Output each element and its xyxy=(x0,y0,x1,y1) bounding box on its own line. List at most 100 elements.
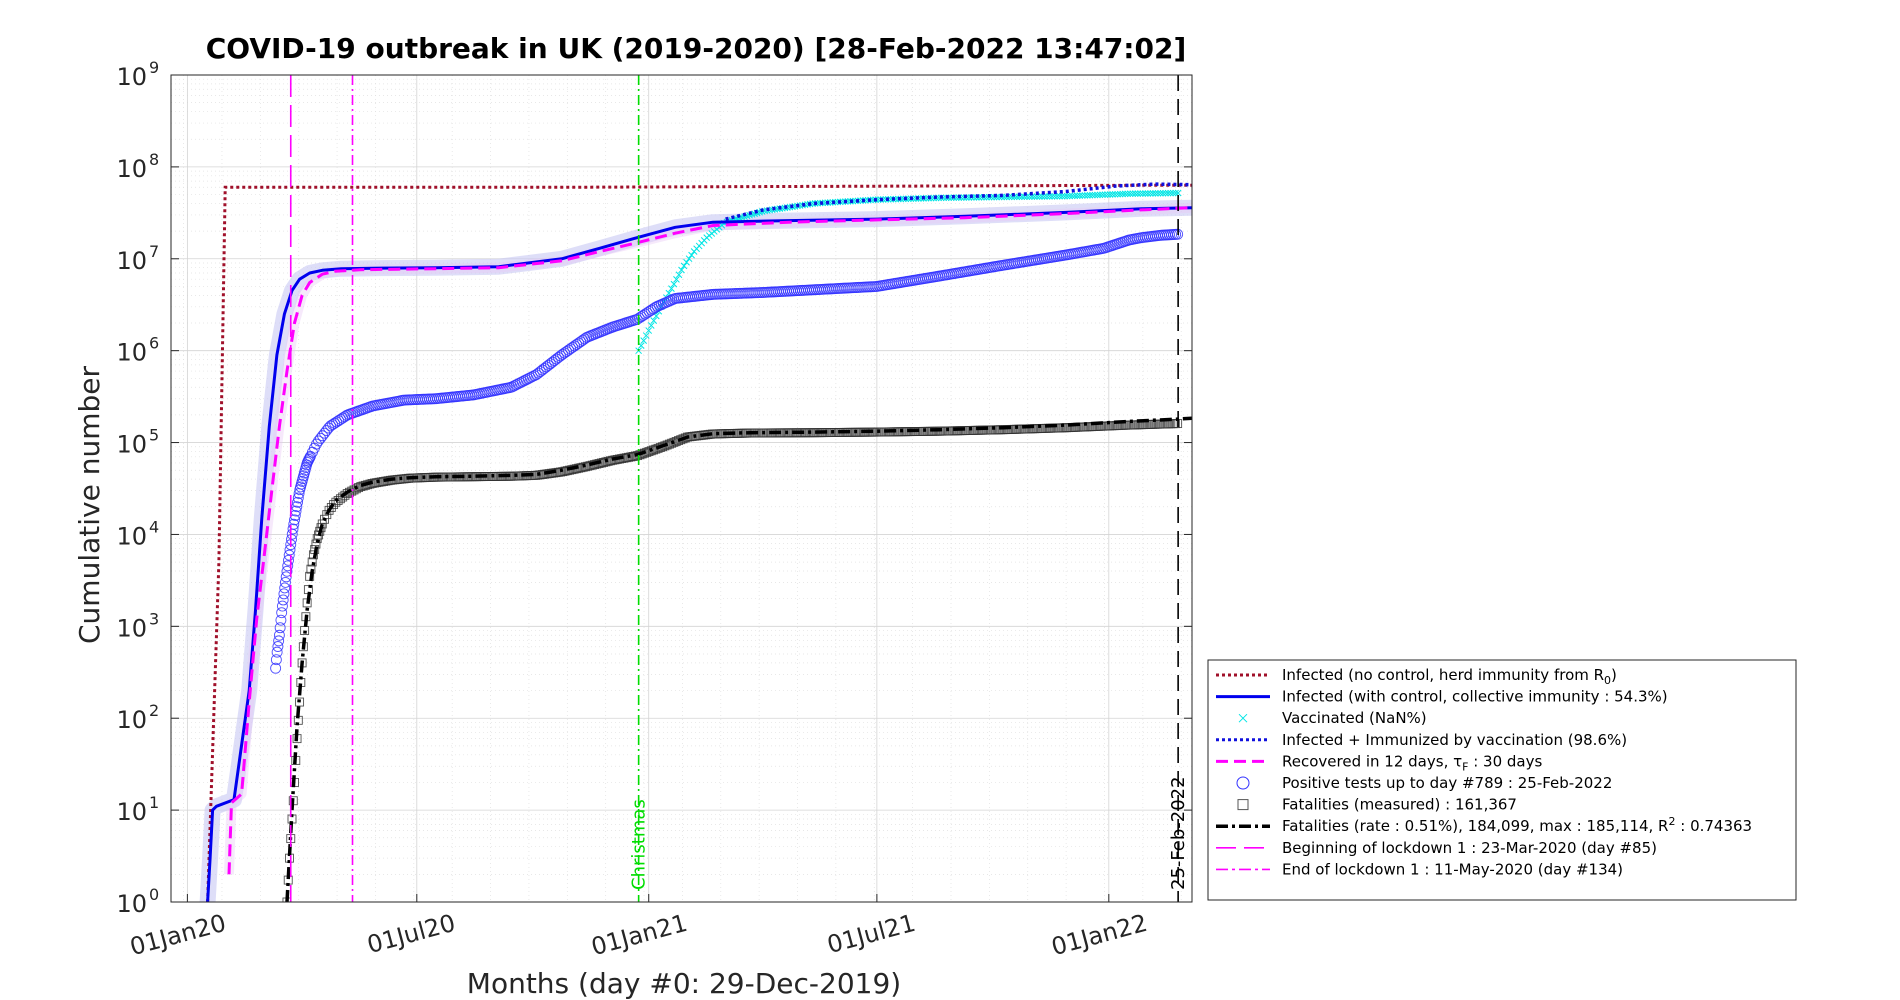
legend-label: Vaccinated (NaN%) xyxy=(1282,709,1427,727)
vaccinated-marker xyxy=(1139,190,1147,197)
positive-test-marker xyxy=(270,662,282,674)
legend-label: Recovered in 12 days, τF : 30 days xyxy=(1282,752,1543,773)
vaccinated-marker xyxy=(741,213,748,221)
y-tick-exponent: 1 xyxy=(149,793,159,812)
vaccinated-marker xyxy=(882,196,890,203)
vaccinated-marker xyxy=(647,322,655,329)
legend-label: Fatalities (measured) : 161,367 xyxy=(1282,796,1517,814)
vaccinated-marker xyxy=(1174,189,1182,197)
positive-test-marker xyxy=(272,641,284,652)
vaccinated-marker xyxy=(1116,190,1124,198)
vaccinated-marker xyxy=(1063,192,1071,200)
positive-test-marker xyxy=(274,622,286,634)
y-tick-label: 10 xyxy=(116,522,147,550)
vaccinated-marker xyxy=(1058,192,1066,200)
positive-test-marker xyxy=(283,554,294,566)
series-infected-no-control xyxy=(206,183,1192,902)
fatality-marker xyxy=(326,503,336,512)
vaccinated-marker xyxy=(685,255,693,263)
vaccinated-marker xyxy=(1073,192,1081,200)
y-tick-label: 10 xyxy=(116,63,147,91)
legend-label: Beginning of lockdown 1 : 23-Mar-2020 (d… xyxy=(1282,839,1657,857)
legend-entry: Fatalities (measured) : 161,367 xyxy=(1237,796,1517,814)
vaccinated-marker xyxy=(1071,192,1079,200)
legend-key-x xyxy=(1238,713,1248,723)
positive-test-marker xyxy=(288,518,300,530)
vaccinated-marker xyxy=(675,271,683,279)
vaccinated-marker xyxy=(1111,190,1119,198)
vaccinated-marker xyxy=(1081,192,1089,199)
vaccinated-marker xyxy=(1134,190,1142,197)
positive-test-marker xyxy=(283,549,295,561)
fatality-marker xyxy=(320,514,329,524)
fatality-marker xyxy=(308,550,318,560)
vaccinated-marker xyxy=(1152,189,1159,197)
vaccinated-marker xyxy=(670,280,678,288)
y-tick-exponent: 5 xyxy=(149,426,159,445)
vaccinated-marker xyxy=(1149,190,1157,197)
positive-test-marker xyxy=(273,635,285,647)
vaccinated-marker xyxy=(1101,191,1109,199)
fatality-marker xyxy=(338,492,348,502)
vaccinated-marker xyxy=(1114,190,1121,198)
legend-label: Infected (with control, collective immun… xyxy=(1282,688,1668,706)
legend-entry: End of lockdown 1 : 11-May-2020 (day #13… xyxy=(1216,860,1623,878)
positive-test-marker xyxy=(276,607,288,619)
vaccinated-marker xyxy=(1129,190,1137,198)
positive-test-marker xyxy=(289,514,300,526)
fatality-marker xyxy=(562,466,572,476)
vaccinated-marker xyxy=(1091,191,1099,199)
vaccinated-marker xyxy=(879,196,887,203)
y-tick-label: 10 xyxy=(116,155,147,183)
fatality-marker xyxy=(669,437,679,447)
vaccinated-marker xyxy=(1121,190,1129,198)
vaccinated-marker xyxy=(642,332,650,339)
positive-test-marker xyxy=(273,629,285,641)
vline-label-christmas: Christmas xyxy=(629,799,650,890)
fatality-marker xyxy=(324,505,334,515)
y-tick-label: 10 xyxy=(116,247,147,275)
positive-test-marker xyxy=(275,614,287,626)
vaccinated-marker xyxy=(826,199,834,206)
vaccinated-marker xyxy=(1096,191,1104,199)
y-tick-label: 10 xyxy=(116,431,147,459)
fatality-marker xyxy=(653,443,663,453)
legend-label: Fatalities (rate : 0.51%), 184,099, max … xyxy=(1282,815,1752,835)
vaccinated-marker xyxy=(1068,192,1076,200)
y-tick-exponent: 3 xyxy=(149,609,159,628)
vaccinated-marker xyxy=(892,195,900,203)
vaccinated-marker xyxy=(1119,190,1127,198)
y-tick-exponent: 8 xyxy=(149,150,159,169)
x-axis-label: Months (day #0: 29-Dec-2019) xyxy=(467,967,901,1000)
vaccinated-marker xyxy=(673,276,680,283)
vaccinated-marker xyxy=(1147,190,1154,197)
y-tick-label: 10 xyxy=(116,890,147,918)
series-group xyxy=(199,182,1192,902)
y-tick-exponent: 4 xyxy=(149,517,159,536)
vaccinated-marker xyxy=(844,198,852,205)
vaccinated-marker xyxy=(1167,189,1174,197)
series-infected-immunized xyxy=(725,182,1192,221)
series-recovered xyxy=(227,206,1192,875)
vaccinated-marker xyxy=(869,196,877,204)
vaccinated-marker xyxy=(1099,191,1106,199)
legend-box xyxy=(1207,659,1797,901)
vaccinated-marker xyxy=(1157,189,1164,197)
legend-entry: Infected (no control, herd immunity from… xyxy=(1216,666,1617,687)
vaccinated-marker xyxy=(1086,191,1094,199)
vaccinated-marker xyxy=(1126,190,1134,198)
legend: Infected (no control, herd immunity from… xyxy=(1207,659,1797,901)
fatality-marker xyxy=(307,557,317,567)
fatality-marker xyxy=(587,460,597,470)
y-tick-label: 10 xyxy=(116,706,147,734)
positive-test-marker xyxy=(270,654,282,666)
vaccinated-marker xyxy=(688,251,695,259)
vaccinated-marker xyxy=(1124,190,1132,198)
y-tick-exponent: 0 xyxy=(149,885,159,904)
legend-label: End of lockdown 1 : 11-May-2020 (day #13… xyxy=(1282,860,1623,878)
vaccinated-marker xyxy=(1136,190,1144,197)
y-tick-label: 10 xyxy=(116,339,147,367)
vaccinated-marker xyxy=(857,197,864,204)
vaccinated-marker xyxy=(821,199,829,207)
